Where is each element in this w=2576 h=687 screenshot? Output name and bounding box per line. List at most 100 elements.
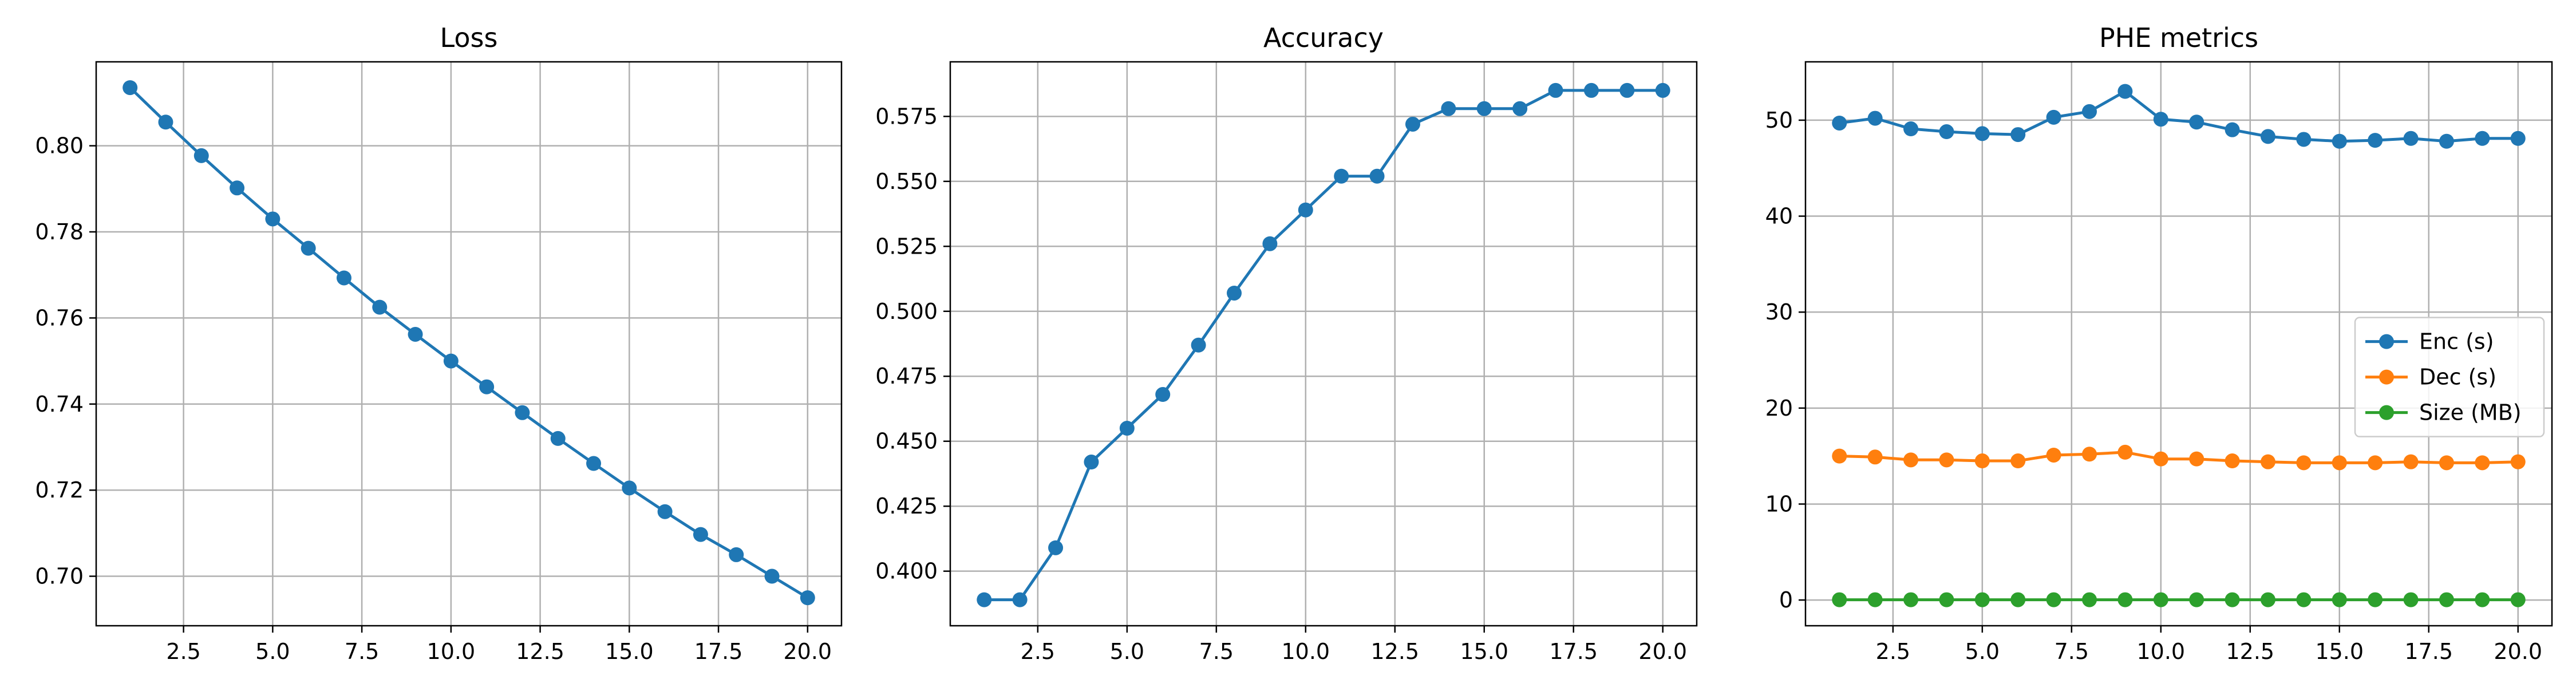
data-point	[1084, 455, 1099, 470]
data-point	[1939, 124, 1954, 140]
data-point	[301, 240, 316, 256]
y-tick-label: 0.450	[875, 429, 938, 454]
data-point	[515, 405, 530, 420]
y-axis: 0 10 20 30 40 50	[1765, 108, 1805, 613]
data-point	[123, 80, 138, 96]
data-point	[372, 299, 388, 315]
chart-panel-1: 2.5 5.0 7.5 10.0 12.5 15.0 17.5 20.00.700.720.7…	[35, 22, 843, 664]
y-tick-label: 20	[1765, 396, 1793, 421]
data-point	[2510, 131, 2526, 146]
data-point	[1334, 168, 1349, 184]
data-point	[408, 326, 423, 342]
legend-box	[2354, 317, 2545, 437]
data-point	[1974, 592, 1990, 607]
y-tick-label: 0.500	[875, 299, 938, 324]
data-point	[2153, 592, 2168, 607]
data-point	[336, 270, 351, 286]
x-tick-label: 2.5	[1876, 639, 1910, 664]
data-point	[693, 527, 708, 542]
data-point	[1867, 592, 1883, 607]
y-tick-label: 0.400	[875, 559, 938, 584]
x-axis: 2.5 5.0 7.5 10.0 12.5 15.0 17.5 20.0	[166, 626, 832, 664]
y-axis: 0.400 0.425 0.450 0.475 0.500 0.525 0.550 0.575	[875, 104, 950, 584]
y-tick-label: 10	[1765, 491, 1793, 516]
x-axis: 2.5 5.0 7.5 10.0 12.5 15.0 17.5 20.0	[1876, 626, 2542, 664]
y-tick-label: 50	[1765, 108, 1793, 133]
x-tick-label: 2.5	[166, 639, 200, 664]
data-point	[2260, 129, 2275, 144]
data-point	[2368, 133, 2383, 148]
x-tick-label: 15.0	[1460, 639, 1508, 664]
series-enc-s	[1832, 84, 2526, 149]
data-point	[2189, 451, 2204, 467]
data-point	[2153, 451, 2168, 467]
grid	[96, 62, 841, 626]
y-tick-label: 0.475	[875, 364, 938, 389]
x-axis: 2.5 5.0 7.5 10.0 12.5 15.0 17.5 20.0	[1021, 626, 1687, 664]
data-point	[2510, 592, 2526, 607]
data-point	[2082, 104, 2097, 119]
data-point	[2189, 114, 2204, 130]
data-point	[1369, 168, 1385, 184]
grid	[950, 62, 1697, 626]
data-point	[2475, 455, 2490, 471]
data-point	[1441, 101, 1456, 116]
legend-label: Dec (s)	[2419, 365, 2496, 390]
data-point	[1832, 115, 1847, 131]
data-point	[2332, 455, 2347, 471]
data-point	[1227, 285, 1242, 301]
axes-frame	[949, 61, 1698, 627]
data-point	[2296, 455, 2312, 471]
data-point	[1476, 101, 1492, 116]
x-tick-label: 20.0	[784, 639, 832, 664]
data-point	[1903, 121, 1919, 137]
data-point	[1974, 453, 1990, 469]
data-point	[2046, 447, 2061, 463]
series-1	[977, 82, 1670, 607]
data-point	[586, 456, 602, 471]
y-tick-label: 0	[1779, 587, 1793, 613]
data-point	[1903, 592, 1919, 607]
y-tick-label: 0.72	[35, 477, 84, 503]
data-point	[193, 148, 209, 163]
x-tick-label: 5.0	[255, 639, 290, 664]
series-size-mb	[1832, 592, 2526, 607]
legend-swatch-marker	[2379, 334, 2394, 349]
data-point	[443, 353, 459, 369]
data-point	[2046, 592, 2061, 607]
x-tick-label: 10.0	[1281, 639, 1330, 664]
y-tick-label: 0.525	[875, 234, 938, 259]
y-tick-label: 0.76	[35, 305, 84, 330]
data-point	[2439, 592, 2454, 607]
data-point	[1262, 236, 1278, 251]
data-point	[2225, 592, 2240, 607]
data-point	[729, 547, 744, 562]
x-tick-label: 12.5	[516, 639, 564, 664]
axes-frame	[1804, 61, 2553, 627]
data-point	[2010, 127, 2026, 143]
y-tick-label: 0.425	[875, 493, 938, 519]
data-point	[1619, 82, 1635, 98]
data-point	[1903, 452, 1919, 468]
data-point	[2082, 592, 2097, 607]
x-tick-label: 10.0	[2136, 639, 2185, 664]
data-point	[2475, 131, 2490, 146]
data-point	[2368, 592, 2383, 607]
x-tick-label: 15.0	[2315, 639, 2364, 664]
data-point	[2117, 444, 2133, 460]
legend: Enc (s) Dec (s) Size (MB)	[2354, 317, 2545, 437]
data-point	[764, 568, 780, 584]
x-tick-label: 12.5	[1370, 639, 1419, 664]
data-point	[1405, 116, 1420, 132]
y-tick-label: 0.78	[35, 219, 84, 244]
x-tick-label: 7.5	[345, 639, 379, 664]
data-point	[1298, 202, 1313, 218]
data-point	[2296, 592, 2312, 607]
x-tick-label: 17.5	[694, 639, 743, 664]
data-point	[2475, 592, 2490, 607]
data-point	[657, 504, 673, 519]
y-axis: 0.70 0.72 0.74 0.76 0.78 0.80	[35, 133, 96, 589]
data-point	[550, 431, 566, 446]
